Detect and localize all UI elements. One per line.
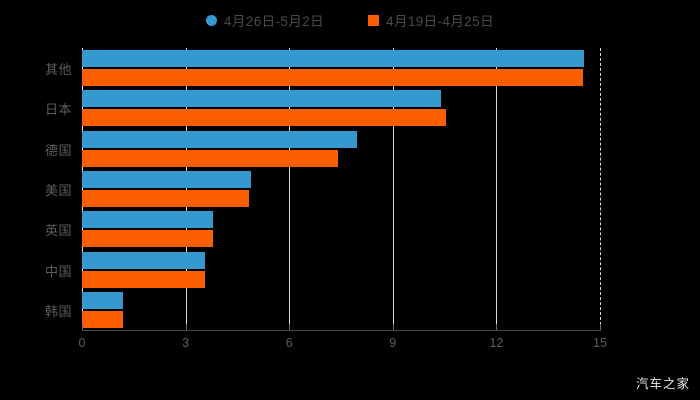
gridline-15 xyxy=(600,48,601,330)
bar-group xyxy=(82,50,600,87)
x-axis-tick xyxy=(185,324,187,330)
legend-label-series-1: 4月26日-5月2日 xyxy=(224,14,325,29)
x-axis-tick xyxy=(289,324,291,330)
bar-group xyxy=(82,211,600,248)
y-axis-tick-label: 美国 xyxy=(44,183,72,198)
y-axis-line xyxy=(82,48,83,330)
gridline-9 xyxy=(392,48,394,330)
bar[interactable] xyxy=(82,171,252,188)
bar[interactable] xyxy=(82,211,214,229)
bar[interactable] xyxy=(82,190,250,207)
legend-item-series-2[interactable]: 4月19日-4月25日 xyxy=(368,10,494,30)
y-axis-tick-label: 韩国 xyxy=(44,303,72,319)
y-axis-tick-label: 德国 xyxy=(44,142,72,158)
legend-swatch-square-icon xyxy=(368,14,380,26)
bar[interactable] xyxy=(82,270,205,288)
plot-area xyxy=(82,48,601,330)
x-axis-tick-label: 0 xyxy=(78,336,86,350)
x-axis-labels: 0 3 6 9 12 15 xyxy=(78,336,607,356)
legend-item-series-1[interactable]: 4月26日-5月2日 xyxy=(206,10,324,30)
bar-group xyxy=(82,251,600,288)
bar[interactable] xyxy=(82,109,447,127)
bar[interactable] xyxy=(82,50,585,68)
bar-group xyxy=(82,130,600,167)
x-axis-line xyxy=(82,330,601,331)
bar[interactable] xyxy=(82,69,583,87)
bar[interactable] xyxy=(82,251,205,269)
x-axis-tick xyxy=(600,324,601,330)
x-axis-tick xyxy=(82,324,83,330)
bar-group xyxy=(82,291,600,328)
chart-legend: 4月26日-5月2日 4月19日-4月25日 xyxy=(0,10,700,30)
y-axis-labels: 其他日本德国美国英国中国韩国 xyxy=(0,48,72,330)
x-axis-tick-label: 9 xyxy=(389,336,397,350)
y-axis-tick-label: 英国 xyxy=(44,223,72,239)
bar[interactable] xyxy=(82,291,124,309)
gridline-3 xyxy=(185,48,187,330)
bar[interactable] xyxy=(82,310,124,328)
bar-group xyxy=(82,90,600,127)
bar[interactable] xyxy=(82,149,338,167)
x-axis-tick-label: 6 xyxy=(285,336,293,350)
bar[interactable] xyxy=(82,130,357,148)
x-axis-tick-label: 15 xyxy=(593,336,607,350)
legend-label-series-2: 4月19日-4月25日 xyxy=(386,14,494,29)
x-axis-tick xyxy=(496,324,498,330)
x-axis-tick xyxy=(392,324,394,330)
y-axis-tick-label: 中国 xyxy=(44,263,72,279)
watermark: 汽车之家 xyxy=(635,377,690,391)
bar[interactable] xyxy=(82,90,442,108)
bar-group xyxy=(82,171,600,207)
y-axis-tick-label: 其他 xyxy=(44,62,72,78)
legend-swatch-circle-icon xyxy=(206,14,217,26)
bar[interactable] xyxy=(82,230,214,248)
x-axis-tick-label: 3 xyxy=(182,336,190,350)
gridline-6 xyxy=(289,48,291,330)
y-axis-tick-label: 日本 xyxy=(44,102,72,118)
x-axis-tick-label: 12 xyxy=(489,336,504,350)
gridline-12 xyxy=(496,48,498,330)
